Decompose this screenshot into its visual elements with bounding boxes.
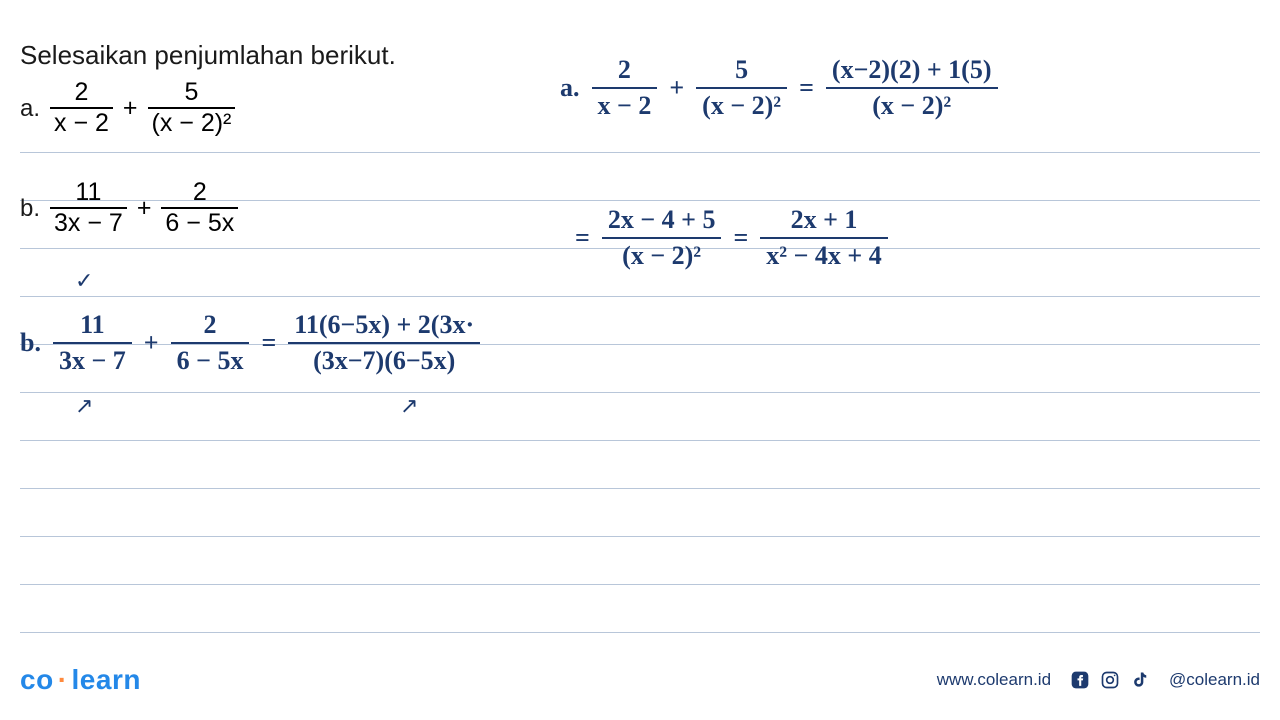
ruled-line xyxy=(20,536,1260,537)
denominator: (x − 2)² xyxy=(148,107,236,138)
denominator: x − 2 xyxy=(50,107,113,138)
ruled-line xyxy=(20,296,1260,297)
hand-frac: 2 6 − 5x xyxy=(171,310,250,376)
hand-eq: = xyxy=(733,223,748,253)
denominator: 6 − 5x xyxy=(161,207,238,238)
problem-b-expression: 11 3x − 7 + 2 6 − 5x xyxy=(50,178,238,238)
hand-num: 2x − 4 + 5 xyxy=(602,205,722,237)
footer-bar: co·learn www.colearn.id @colearn.id xyxy=(20,660,1260,700)
hand-eq: = xyxy=(799,73,814,103)
slide-canvas: Selesaikan penjumlahan berikut. a. 2 x −… xyxy=(0,0,1280,720)
brand-left: co xyxy=(20,664,54,695)
problem-a-letter: a. xyxy=(20,95,40,123)
hand-num: 2 xyxy=(171,310,250,342)
hand-den: x − 2 xyxy=(592,87,658,121)
hand-frac: 2x + 1 x² − 4x + 4 xyxy=(760,205,887,271)
brand-dot-icon: · xyxy=(54,664,72,695)
hand-num: 2x + 1 xyxy=(760,205,887,237)
hand-frac: 5 (x − 2)² xyxy=(696,55,787,121)
ruled-line xyxy=(20,152,1260,153)
hand-den: (x − 2)² xyxy=(696,87,787,121)
tiktok-icon xyxy=(1129,669,1151,691)
hand-den: 6 − 5x xyxy=(171,342,250,376)
numerator: 11 xyxy=(50,178,127,207)
hand-frac: 2x − 4 + 5 (x − 2)² xyxy=(602,205,722,271)
denominator: 3x − 7 xyxy=(50,207,127,238)
numerator: 2 xyxy=(161,178,238,207)
hand-num: 5 xyxy=(696,55,787,87)
ruled-line xyxy=(20,584,1260,585)
ruled-line xyxy=(20,440,1260,441)
hand-plus: + xyxy=(669,73,684,103)
brand-logo: co·learn xyxy=(20,664,141,696)
frac-a1: 2 x − 2 xyxy=(50,78,113,138)
ruled-line xyxy=(20,632,1260,633)
arrow-icon: ↗ xyxy=(400,393,418,419)
frac-b2: 2 6 − 5x xyxy=(161,178,238,238)
hand-eq: = xyxy=(575,223,590,253)
instruction-title: Selesaikan penjumlahan berikut. xyxy=(20,40,396,71)
facebook-icon xyxy=(1069,669,1091,691)
problem-b-letter: b. xyxy=(20,195,40,223)
hand-b-line1: b. 11 3x − 7 + 2 6 − 5x = 11(6−5x) + 2(3… xyxy=(20,310,480,376)
problem-a-expression: 2 x − 2 + 5 (x − 2)² xyxy=(50,78,235,138)
ruled-line xyxy=(20,488,1260,489)
plus-sign: + xyxy=(137,194,152,223)
hand-frac: 11(6−5x) + 2(3x· (3x−7)(6−5x) xyxy=(288,310,480,376)
checkmark-icon: ✓ xyxy=(75,268,93,294)
arrow-icon: ↗ xyxy=(75,393,93,419)
hand-num: (x−2)(2) + 1(5) xyxy=(826,55,998,87)
hand-frac: 2 x − 2 xyxy=(592,55,658,121)
hand-den: (x − 2)² xyxy=(602,237,722,271)
footer-handle: @colearn.id xyxy=(1169,670,1260,690)
hand-den: (3x−7)(6−5x) xyxy=(288,342,480,376)
frac-a2: 5 (x − 2)² xyxy=(148,78,236,138)
hand-frac: (x−2)(2) + 1(5) (x − 2)² xyxy=(826,55,998,121)
hand-letter: b. xyxy=(20,328,41,358)
hand-num: 11 xyxy=(53,310,132,342)
hand-den: x² − 4x + 4 xyxy=(760,237,887,271)
hand-num: 11(6−5x) + 2(3x· xyxy=(288,310,480,342)
brand-right: learn xyxy=(72,664,141,695)
hand-a-line1: a. 2 x − 2 + 5 (x − 2)² = (x−2)(2) + 1(5… xyxy=(560,55,998,121)
numerator: 2 xyxy=(50,78,113,107)
hand-eq: = xyxy=(261,328,276,358)
footer-right: www.colearn.id @colearn.id xyxy=(937,669,1260,691)
numerator: 5 xyxy=(148,78,236,107)
hand-frac: 11 3x − 7 xyxy=(53,310,132,376)
frac-b1: 11 3x − 7 xyxy=(50,178,127,238)
instagram-icon xyxy=(1099,669,1121,691)
hand-den: 3x − 7 xyxy=(53,342,132,376)
footer-url: www.colearn.id xyxy=(937,670,1051,690)
hand-letter: a. xyxy=(560,73,580,103)
hand-plus: + xyxy=(144,328,159,358)
ruled-line xyxy=(20,392,1260,393)
social-icon-group xyxy=(1069,669,1151,691)
hand-den: (x − 2)² xyxy=(826,87,998,121)
hand-a-line2: = 2x − 4 + 5 (x − 2)² = 2x + 1 x² − 4x +… xyxy=(575,205,888,271)
hand-num: 2 xyxy=(592,55,658,87)
plus-sign: + xyxy=(123,94,138,123)
